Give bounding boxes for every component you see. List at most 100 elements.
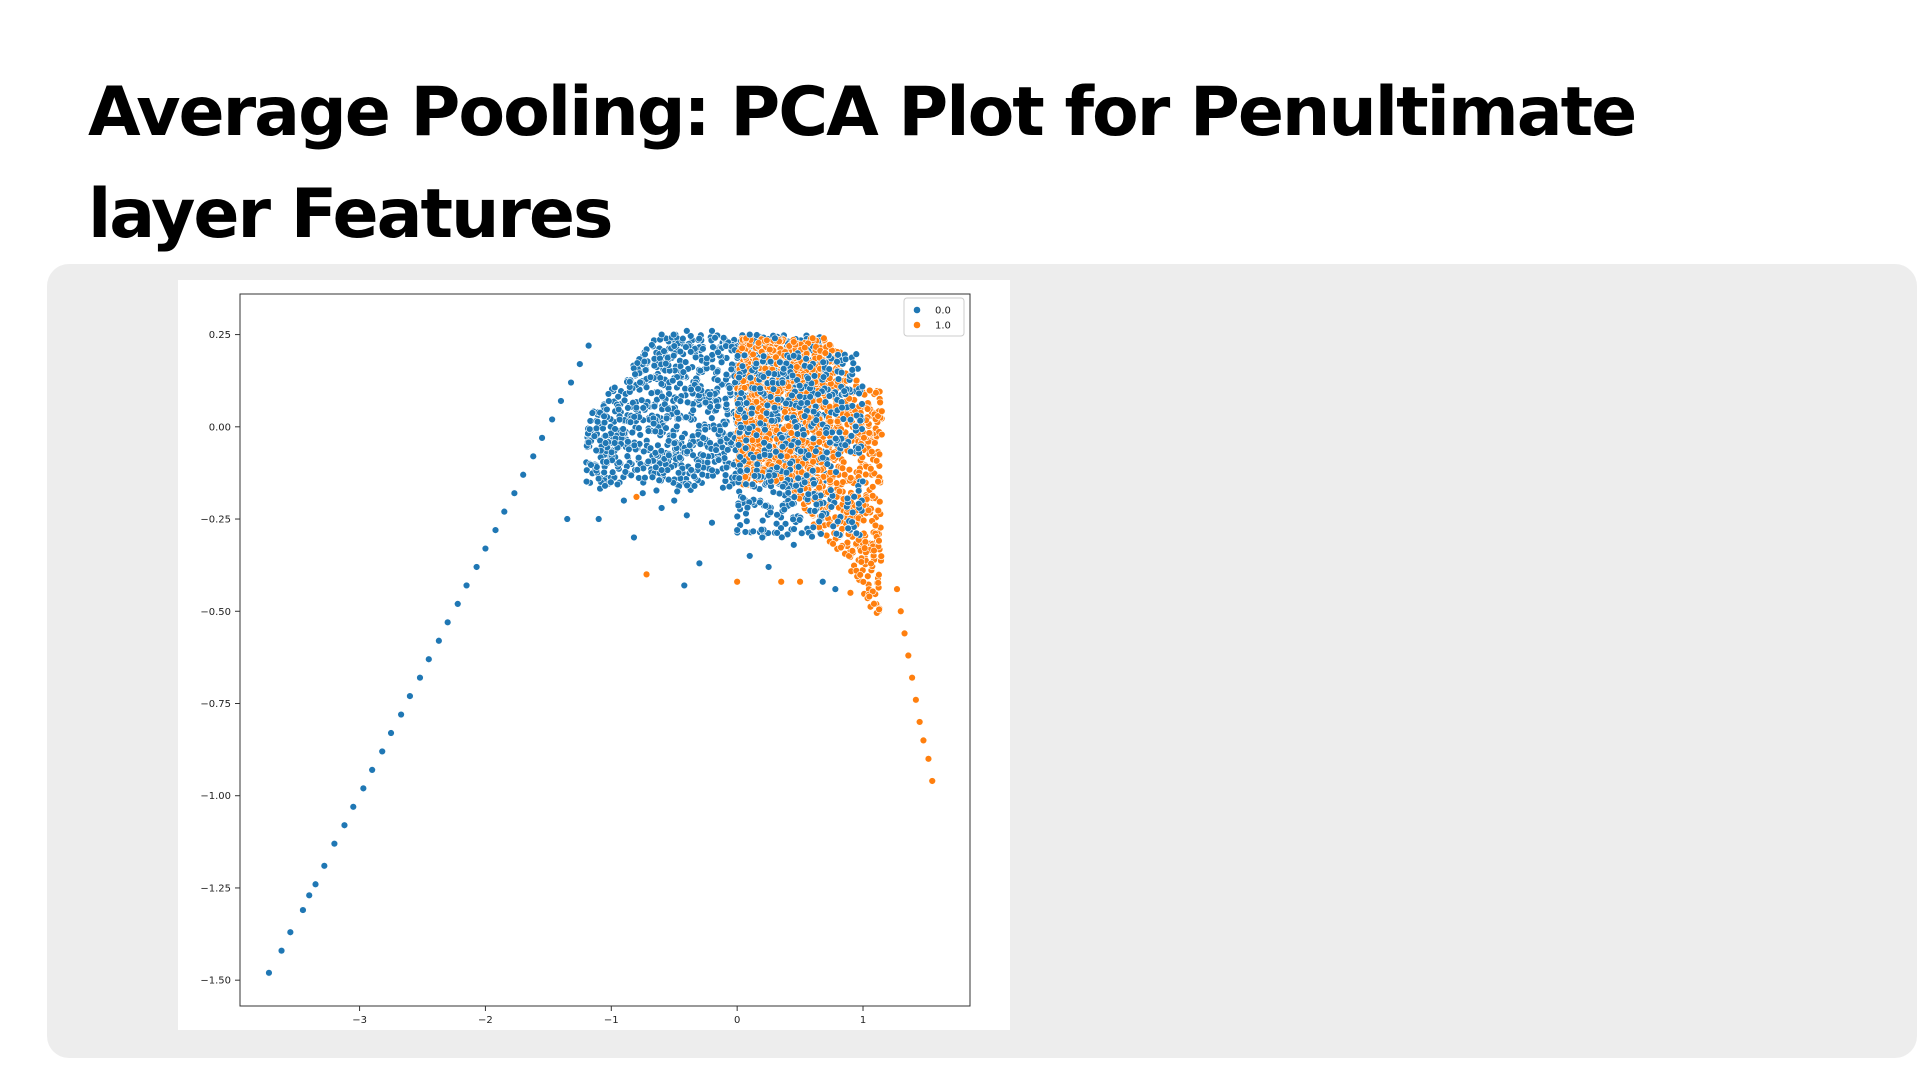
- series-0-point: [614, 393, 622, 401]
- series-0-point: [837, 368, 846, 377]
- series-0-point: [714, 348, 722, 357]
- series-1-point: [875, 450, 884, 458]
- series-0-point: [800, 431, 808, 439]
- series-0-point: [794, 438, 802, 447]
- series-1-point: [865, 592, 874, 601]
- series-0-point: [613, 480, 622, 489]
- series-0-point: [708, 327, 716, 335]
- series-0-point: [778, 533, 786, 541]
- series-0-point: [676, 347, 685, 356]
- series-0-point: [855, 500, 863, 508]
- series-0-point: [779, 482, 787, 491]
- series-0-point: [742, 480, 750, 488]
- series-1-point: [878, 407, 886, 415]
- series-0-point: [746, 552, 754, 560]
- series-0-point: [330, 839, 339, 848]
- series-0-point: [793, 430, 802, 438]
- series-0-point: [735, 474, 743, 482]
- series-1-point: [837, 543, 845, 552]
- series-0-point: [646, 444, 655, 452]
- series-1-point: [904, 651, 913, 660]
- series-0-point: [678, 433, 686, 442]
- series-0-point: [719, 334, 728, 342]
- series-0-point: [682, 413, 690, 421]
- series-0-point: [737, 389, 746, 397]
- series-0-point: [683, 398, 692, 407]
- series-0-point: [576, 360, 584, 368]
- series-0-point: [649, 419, 658, 428]
- series-0-point: [742, 399, 751, 407]
- series-0-point: [858, 425, 866, 433]
- series-0-point: [848, 508, 857, 517]
- series-0-point: [825, 365, 833, 373]
- series-0-point: [814, 390, 822, 399]
- series-0-point: [670, 342, 678, 350]
- series-0-point: [747, 409, 756, 418]
- series-1-point: [928, 777, 936, 785]
- series-1-point: [872, 389, 880, 397]
- series-0-point: [623, 452, 632, 460]
- series-0-point: [628, 428, 637, 437]
- series-0-point: [810, 479, 818, 488]
- series-1-point: [893, 585, 901, 593]
- series-1-point: [821, 349, 829, 357]
- series-0-point: [819, 578, 827, 586]
- series-0-point: [630, 533, 638, 542]
- series-0-point: [703, 458, 712, 467]
- series-0-point: [662, 424, 670, 432]
- series-0-point: [787, 441, 796, 449]
- series-0-point: [749, 527, 757, 536]
- series-1-point: [859, 578, 867, 586]
- series-0-point: [834, 375, 843, 383]
- series-1-point: [835, 487, 844, 495]
- series-0-point: [736, 405, 744, 414]
- series-0-point: [833, 358, 841, 366]
- series-1-point: [848, 547, 857, 555]
- series-0-point: [711, 334, 719, 342]
- series-0-point: [733, 526, 741, 534]
- series-1-point: [846, 589, 855, 597]
- series-0-point: [775, 489, 784, 498]
- series-0-point: [790, 525, 798, 533]
- series-0-point: [759, 373, 768, 381]
- series-0-point: [764, 563, 773, 571]
- series-0-point: [835, 428, 844, 436]
- series-0-point: [491, 526, 500, 534]
- series-1-point: [865, 429, 873, 437]
- series-0-point: [763, 401, 772, 410]
- series-0-point: [850, 493, 858, 501]
- series-0-point: [853, 411, 861, 420]
- series-0-point: [834, 450, 842, 459]
- series-0-point: [743, 517, 751, 525]
- series-0-point: [843, 494, 852, 503]
- series-1-point: [826, 476, 834, 484]
- series-0-point: [733, 512, 741, 521]
- series-1-point: [829, 540, 837, 548]
- series-0-point: [679, 368, 688, 376]
- series-0-point: [760, 438, 768, 447]
- series-1-point: [733, 578, 741, 586]
- series-0-point: [746, 330, 754, 339]
- series-0-point: [690, 482, 699, 490]
- series-0-point: [657, 330, 666, 339]
- series-0-point: [657, 466, 666, 474]
- series-0-point: [802, 471, 811, 480]
- series-0-point: [736, 467, 744, 475]
- series-0-point: [841, 441, 849, 449]
- series-0-point: [349, 803, 357, 811]
- series-0-point: [829, 522, 837, 531]
- x-tick-label: 0: [734, 1015, 740, 1026]
- series-0-point: [639, 464, 648, 473]
- series-0-point: [752, 431, 761, 439]
- series-0-point: [378, 747, 386, 756]
- series-0-point: [653, 388, 662, 396]
- series-0-point: [801, 478, 809, 487]
- series-0-point: [435, 637, 443, 645]
- series-0-point: [794, 463, 803, 471]
- series-0-point: [397, 710, 405, 719]
- series-0-point: [681, 358, 690, 366]
- series-0-point: [714, 402, 722, 411]
- series-0-point: [600, 412, 608, 420]
- series-0-point: [299, 906, 307, 914]
- series-0-point: [557, 397, 565, 405]
